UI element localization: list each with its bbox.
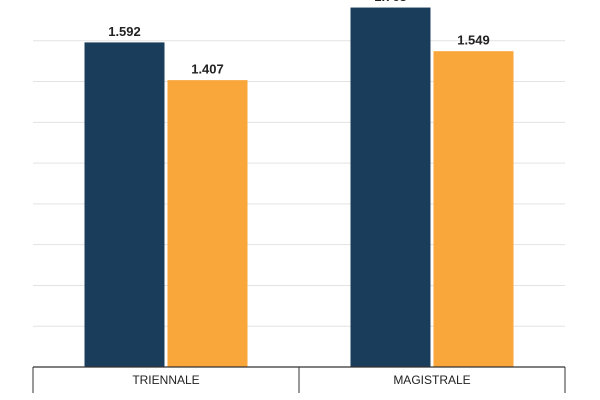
bar	[167, 80, 248, 368]
value-label: 1.407	[191, 62, 224, 77]
x-tick-label: MAGISTRALE	[393, 373, 470, 387]
x-tick-label: TRIENNALE	[132, 373, 199, 387]
bar	[350, 7, 431, 368]
bar	[433, 51, 514, 367]
value-label: 1.549	[457, 33, 490, 48]
bar	[84, 42, 165, 368]
value-label: 1.592	[108, 24, 141, 39]
value-label: 1.763	[374, 0, 407, 4]
